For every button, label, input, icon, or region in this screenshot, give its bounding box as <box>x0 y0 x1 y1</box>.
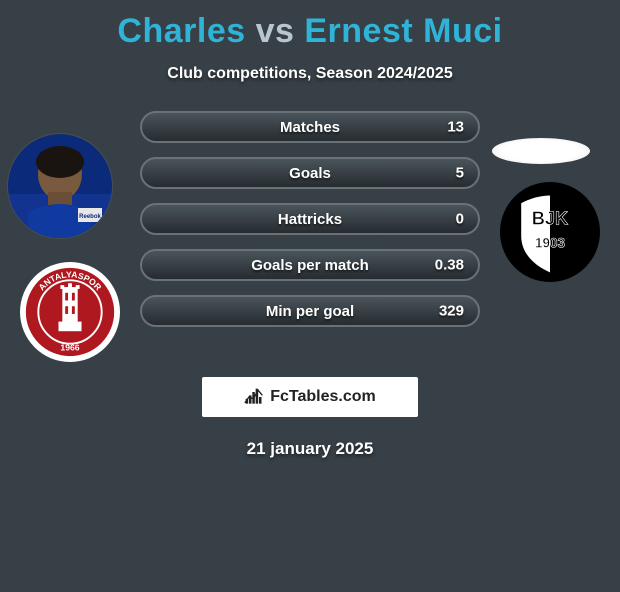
stat-value: 329 <box>439 303 464 320</box>
stat-label: Hattricks <box>278 211 342 228</box>
stat-row-gpm: Goals per match 0.38 <box>140 249 480 281</box>
stat-value: 0.38 <box>435 257 464 274</box>
stat-label: Goals per match <box>251 257 369 274</box>
bar-chart-icon <box>244 387 264 407</box>
date-line: 21 january 2025 <box>0 439 620 459</box>
fctables-text: FcTables.com <box>270 388 376 406</box>
stat-value: 13 <box>447 119 464 136</box>
stat-label: Min per goal <box>266 303 354 320</box>
stat-label: Matches <box>280 119 340 136</box>
title-player1: Charles <box>117 12 245 50</box>
fctables-badge[interactable]: FcTables.com <box>202 377 418 417</box>
stats-area: Matches 13 Goals 5 Hattricks 0 Goals per… <box>0 111 620 371</box>
title-vs: vs <box>256 12 295 50</box>
stat-row-matches: Matches 13 <box>140 111 480 143</box>
stat-value: 5 <box>456 165 464 182</box>
subtitle: Club competitions, Season 2024/2025 <box>0 65 620 83</box>
stat-row-mpg: Min per goal 329 <box>140 295 480 327</box>
page-title: Charles vs Ernest Muci <box>0 12 620 51</box>
stat-row-hattricks: Hattricks 0 <box>140 203 480 235</box>
stat-value: 0 <box>456 211 464 228</box>
title-player2: Ernest Muci <box>304 12 502 50</box>
stat-row-goals: Goals 5 <box>140 157 480 189</box>
stat-label: Goals <box>289 165 331 182</box>
